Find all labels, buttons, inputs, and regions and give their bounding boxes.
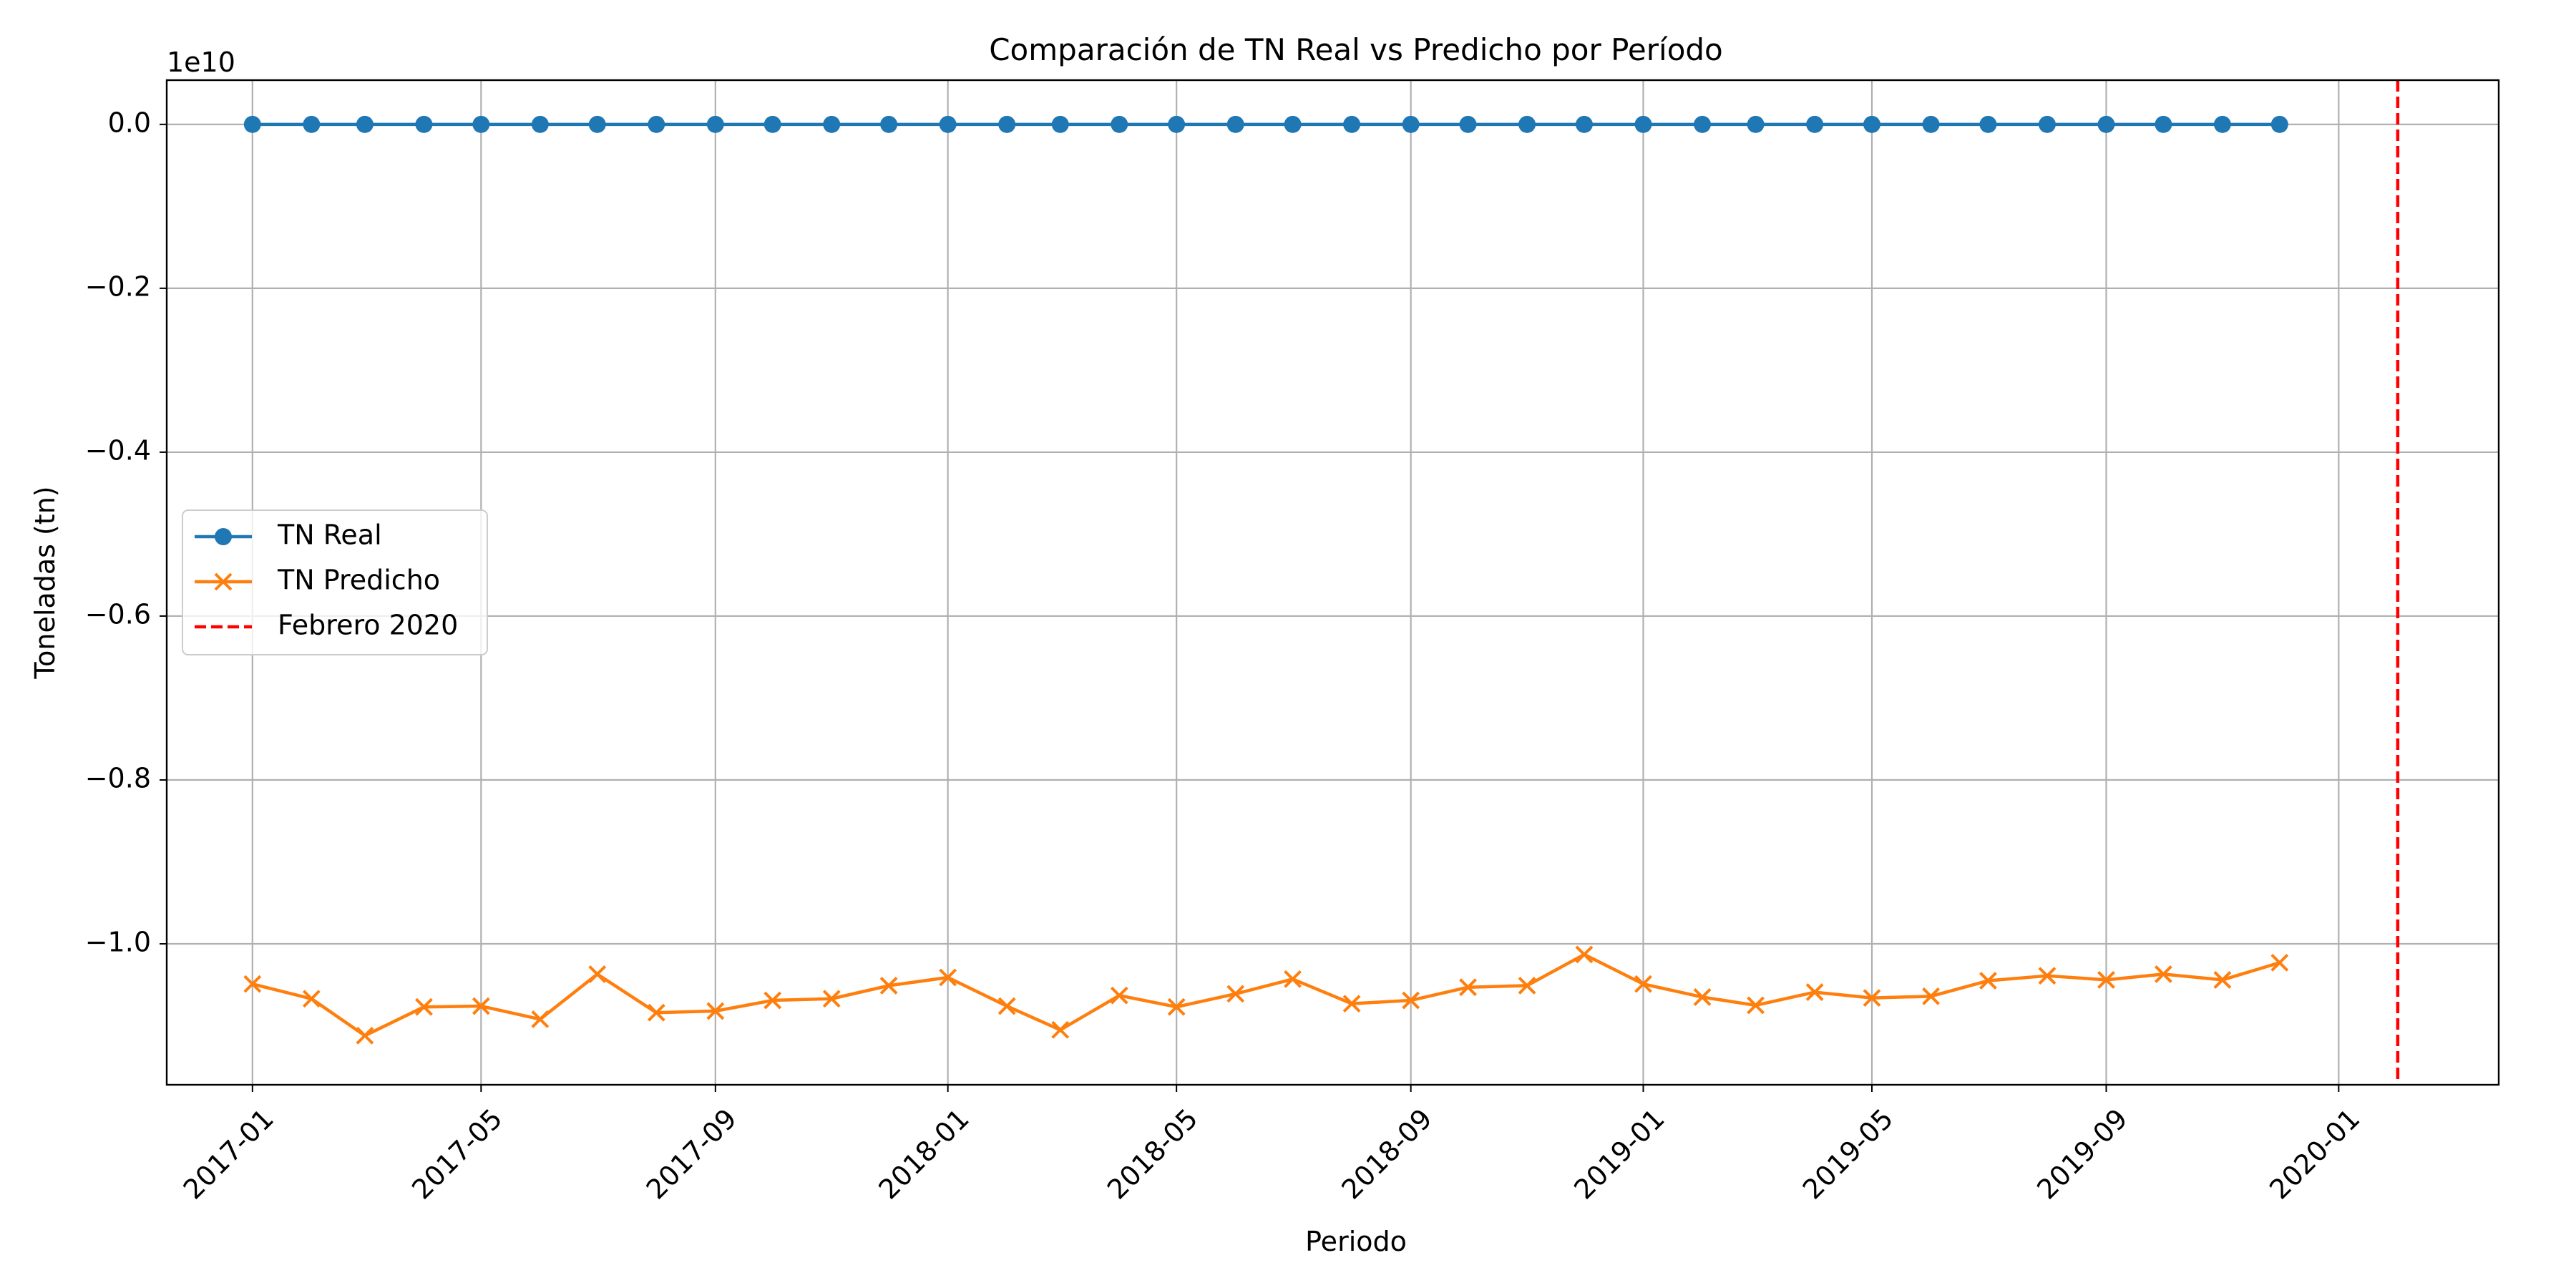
legend: TN Real TN Predicho Febrero 2020 [182,509,488,655]
tn-predicho-point [1575,945,1594,964]
tn-real-point [1402,115,1420,133]
y-tick-label: 0.0 [108,107,151,138]
tn-real-point [1979,115,1997,133]
tn-real-point [1694,115,1712,133]
tn-real-point [1226,115,1244,133]
tn-predicho-point [472,997,490,1015]
tn-predicho-point [1342,995,1361,1013]
tn-real-point [1634,115,1652,133]
tn-real-point [823,115,841,133]
y-axis: 0.0 −0.2 −0.4 −0.6 −0.8 −1.0 [85,107,167,958]
tn-real-point [763,115,781,133]
tn-predicho-point [1459,978,1477,997]
tn-real-point [2097,115,2115,133]
series-layer [243,115,2289,1045]
legend-label-tn-real: TN Real [277,519,382,551]
plot-frame [165,79,2500,1086]
y-axis-label: Toneladas (tn) [29,486,61,679]
tn-predicho-point [1518,977,1536,995]
tn-predicho-point [706,1002,725,1020]
tn-predicho-point [997,997,1016,1015]
tn-real-point [2213,115,2231,133]
y-tick-label: −0.2 [85,270,151,302]
legend-label-febrero-2020: Febrero 2020 [278,610,458,641]
tn-real-point [998,115,1016,133]
tn-real-point [472,115,490,133]
tn-predicho-point [243,975,262,993]
tn-real-point [1343,115,1361,133]
y-tick-label: −0.6 [85,598,151,630]
tn-real-point [531,115,549,133]
tn-predicho-point [1051,1020,1070,1039]
tn-real-point [1284,115,1302,133]
tn-predicho-point [2097,971,2115,989]
tn-predicho-line [252,952,2280,1038]
y-tick-label: −0.8 [85,762,151,794]
tn-real-point [1111,115,1128,133]
tn-predicho-point [1693,988,1712,1006]
tn-real-point [2270,115,2288,133]
tn-predicho-point [588,965,607,983]
tn-predicho-point [1979,972,1997,990]
tn-predicho-point [2038,967,2057,985]
tn-predicho-point [763,991,782,1010]
tn-real-point [1806,115,1824,133]
plot-area [167,80,2499,1085]
tn-real-point [939,115,957,133]
tn-predicho-point [1284,970,1302,988]
tn-real-point [1747,115,1765,133]
legend-marker [215,528,232,545]
y-offset-text: 1e10 [167,47,235,78]
tn-real-point [1575,115,1593,133]
tn-real-point [1459,115,1477,133]
tn-real-point [1518,115,1536,133]
tn-real-point [588,115,606,133]
tn-predicho-point [1922,987,1940,1005]
tn-predicho-point [647,1003,665,1022]
tn-predicho-point [1747,996,1765,1015]
tn-predicho-point [2154,965,2172,983]
tn-real-point [243,115,261,133]
tn-predicho-point [1863,989,1881,1008]
tn-predicho-point [2270,953,2289,972]
tn-real-point [1168,115,1186,133]
legend-marker [214,572,233,591]
tn-real-point [356,115,374,133]
tn-real-point [1922,115,1940,133]
tn-predicho-point [1402,991,1420,1010]
tn-real-point [303,115,321,133]
tn-predicho-point [1167,997,1186,1016]
legend-box [182,509,488,655]
tn-real-point [648,115,665,133]
tn-real-point [880,115,898,133]
tn-predicho-point [1110,986,1128,1005]
tn-predicho-point [879,977,898,995]
tn-predicho-point [2213,971,2232,989]
tn-predicho-point [531,1010,550,1028]
tn-predicho-point [939,968,957,987]
chart-title: Comparación de TN Real vs Predicho por P… [989,32,1723,67]
x-axis-label: Periodo [1305,1226,1407,1257]
tn-real-point [2155,115,2172,133]
tn-real-point [1863,115,1881,133]
tn-predicho-point [1805,983,1824,1002]
tn-predicho-point [1226,985,1245,1003]
tn-predicho-point [822,990,841,1008]
tn-predicho-point [415,997,433,1016]
tn-real-point [415,115,433,133]
tn-real-point [2038,115,2056,133]
legend-label-tn-predicho: TN Predicho [277,565,440,596]
tn-predicho-point [302,990,321,1008]
y-tick-label: −1.0 [85,927,151,958]
tn-real-point [1051,115,1069,133]
tn-predicho-point [356,1026,374,1045]
y-tick-label: −0.4 [85,434,151,466]
tn-real-point [706,115,724,133]
tn-predicho-point [1634,975,1652,993]
